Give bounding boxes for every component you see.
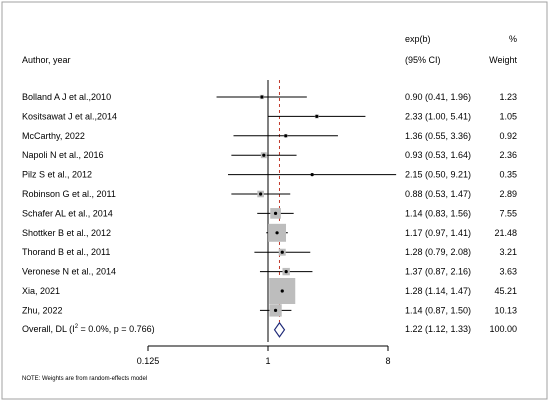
study-row: Napoli N et al., 2016 0.93 (0.53, 1.64) 2.…	[22, 150, 517, 160]
study-point-estimate	[275, 231, 279, 235]
study-label: Zhu, 2022	[22, 305, 63, 315]
study-ci-text: 1.36 (0.55, 3.36)	[405, 131, 471, 141]
study-point-estimate	[273, 211, 278, 215]
study-label: Robinson G et al., 2011	[22, 189, 116, 199]
study-ci-text: 1.14 (0.87, 1.50)	[405, 305, 471, 315]
study-point-estimate	[280, 250, 284, 254]
study-point-estimate	[310, 173, 314, 177]
study-label: Kositsawat J et al.,2014	[22, 111, 117, 121]
overall-ci-text: 1.22 (1.12, 1.33)	[405, 324, 471, 334]
study-point-estimate	[315, 114, 319, 118]
study-row: Schafer AL et al., 2014 1.14 (0.83, 1.56)…	[22, 208, 517, 219]
overall-diamond	[273, 321, 286, 338]
study-label: Napoli N et al., 2016	[22, 150, 104, 160]
study-row: Zhu, 2022 1.14 (0.87, 1.50) 10.13	[22, 304, 517, 317]
study-weight-text: 3.63	[499, 267, 517, 277]
study-weight-text: 2.36	[499, 150, 517, 160]
study-ci-text: 1.28 (1.14, 1.47)	[405, 286, 471, 296]
study-ci-text: 0.88 (0.53, 1.47)	[405, 189, 471, 199]
study-ci-text: 1.14 (0.83, 1.56)	[405, 208, 471, 218]
study-weight-text: 1.23	[499, 92, 517, 102]
study-ci-text: 1.28 (0.79, 2.08)	[405, 247, 471, 257]
study-ci-text: 1.17 (0.97, 1.41)	[405, 228, 471, 238]
study-label: Shottker B et al., 2012	[22, 228, 111, 238]
x-tick-label: 8	[385, 356, 390, 366]
study-row: Kositsawat J et al.,2014 2.33 (1.00, 5.41…	[22, 111, 517, 121]
study-row: Xia, 2021 1.28 (1.14, 1.47) 45.21	[22, 278, 517, 304]
study-row: Thorand B et al., 2011 1.28 (0.79, 2.08) 3…	[22, 247, 517, 257]
header-weight-sub: Weight	[489, 55, 517, 65]
study-label: Thorand B et al., 2011	[22, 247, 110, 257]
x-axis-ticks: 0.125 1 8	[137, 346, 391, 366]
header-weight-top: %	[509, 34, 517, 44]
study-weight-text: 3.21	[499, 247, 517, 257]
study-label: Pilz S et al., 2012	[22, 170, 92, 180]
header-effect-top: exp(b)	[405, 34, 431, 44]
study-ci-text: 0.90 (0.41, 1.96)	[405, 92, 471, 102]
study-weight-text: 21.48	[494, 228, 517, 238]
study-row: Pilz S et al., 2012 2.15 (0.50, 9.21) 0.35	[22, 170, 517, 180]
study-label: Bolland A J et al.,2010	[22, 92, 111, 102]
study-point-estimate	[273, 308, 278, 312]
study-point-estimate	[259, 192, 263, 196]
study-point-estimate	[260, 95, 264, 99]
study-weight-text: 45.21	[494, 286, 517, 296]
study-row: Bolland A J et al.,2010 0.90 (0.41, 1.96)…	[22, 92, 517, 102]
study-label: McCarthy, 2022	[22, 131, 85, 141]
study-ci-text: 0.93 (0.53, 1.64)	[405, 150, 471, 160]
study-label: Veronese N et al., 2014	[22, 267, 116, 277]
study-point-estimate	[280, 289, 284, 293]
study-weight-text: 0.35	[499, 170, 517, 180]
study-weight-text: 0.92	[499, 131, 517, 141]
study-point-estimate	[262, 153, 266, 157]
study-point-estimate	[284, 270, 288, 274]
study-label: Xia, 2021	[22, 286, 60, 296]
study-rows: Bolland A J et al.,2010 0.90 (0.41, 1.96)…	[22, 92, 517, 317]
study-ci-text: 2.15 (0.50, 9.21)	[405, 170, 471, 180]
study-row: Shottker B et al., 2012 1.17 (0.97, 1.41)…	[22, 223, 517, 242]
x-tick-label: 1	[265, 356, 270, 366]
overall-label: Overall, DL (I2 = 0.0%, p = 0.766)	[22, 324, 155, 334]
study-weight-text: 2.89	[499, 189, 517, 199]
study-ci-text: 1.37 (0.87, 2.16)	[405, 267, 471, 277]
study-weight-text: 1.05	[499, 111, 517, 121]
study-row: Veronese N et al., 2014 1.37 (0.87, 2.16)…	[22, 267, 517, 277]
header-effect-sub: (95% CI)	[405, 55, 441, 65]
study-weight-text: 10.13	[494, 305, 517, 315]
footnote: NOTE: Weights are from random-effects mo…	[22, 376, 147, 382]
study-ci-text: 2.33 (1.00, 5.41)	[405, 111, 471, 121]
study-row: Robinson G et al., 2011 0.88 (0.53, 1.47)…	[22, 189, 517, 199]
x-tick-label: 0.125	[137, 356, 160, 366]
header-author: Author, year	[22, 55, 71, 65]
study-point-estimate	[284, 134, 288, 138]
study-row: McCarthy, 2022 1.36 (0.55, 3.36) 0.92	[22, 131, 517, 141]
study-weight-text: 7.55	[499, 208, 517, 218]
study-label: Schafer AL et al., 2014	[22, 208, 113, 218]
overall-weight-text: 100.00	[489, 324, 517, 334]
